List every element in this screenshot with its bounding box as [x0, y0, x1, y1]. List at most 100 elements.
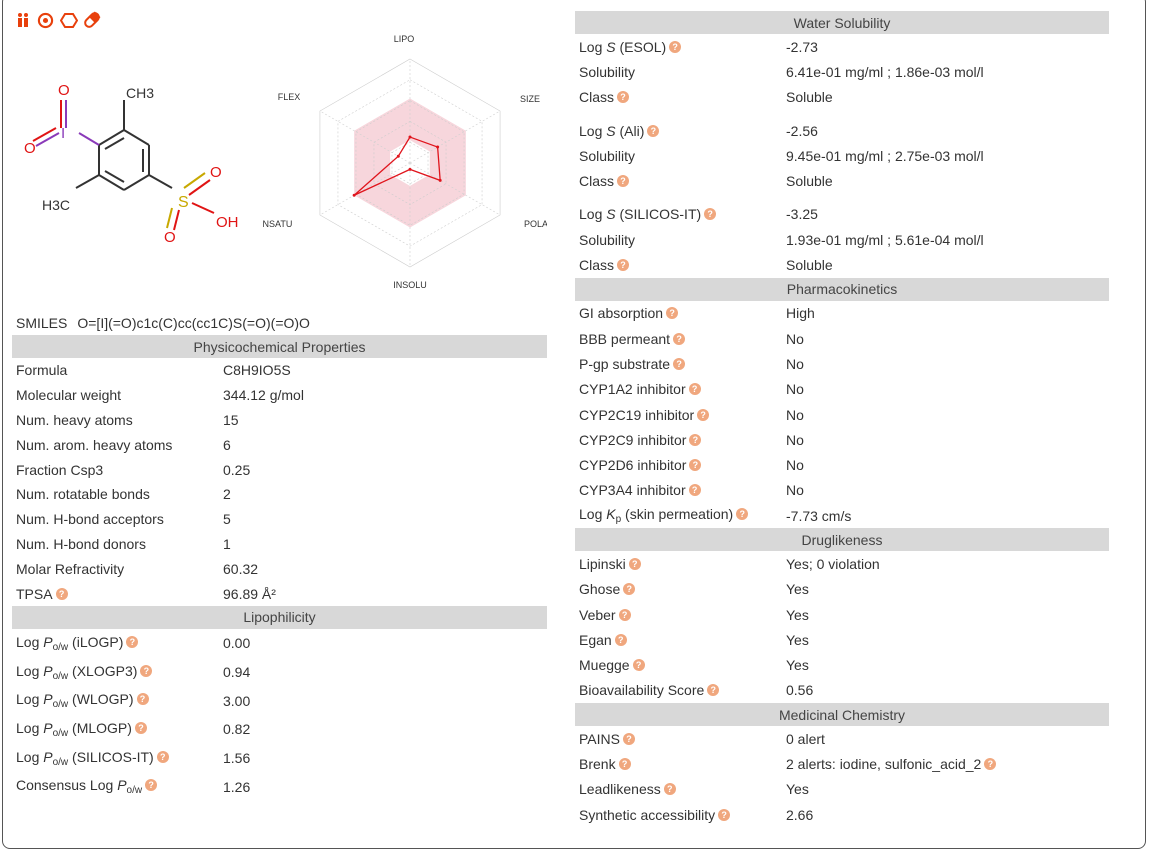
- help-icon[interactable]: ?: [704, 208, 717, 221]
- help-icon[interactable]: ?: [614, 633, 627, 646]
- property-name: Molecular weight: [16, 387, 122, 404]
- property-value: -3.25: [786, 206, 818, 223]
- help-icon[interactable]: ?: [632, 659, 645, 672]
- property-name: Egan?: [575, 627, 782, 652]
- solubility-row: Log S (Ali)? -2.56: [575, 118, 1109, 143]
- help-icon[interactable]: ?: [984, 758, 997, 771]
- property-name: Log S (ESOL)?: [575, 34, 782, 59]
- help-icon[interactable]: ?: [145, 779, 158, 792]
- solubility-row: Log S (ESOL)? -2.73: [575, 34, 1109, 59]
- help-icon[interactable]: ?: [134, 721, 147, 734]
- pk-row: P-gp substrate? No: [575, 351, 1109, 376]
- druglikeness-row: Muegge? Yes: [575, 653, 1109, 678]
- property-name: Num. H-bond donors: [16, 535, 146, 552]
- svg-text:O: O: [58, 82, 70, 99]
- property-value: 1.93e-01 mg/ml ; 5.61e-04 mol/l: [786, 231, 984, 248]
- physchem-row: Num. H-bond acceptors 5: [12, 507, 547, 532]
- property-name: Log Po/w (XLOGP3)?: [12, 658, 219, 687]
- help-icon[interactable]: ?: [617, 259, 630, 272]
- help-icon[interactable]: ?: [618, 758, 631, 771]
- right-properties-table: Water Solubility Log S (ESOL)? -2.73 Solubi…: [575, 11, 1109, 827]
- help-icon[interactable]: ?: [617, 175, 630, 188]
- radar-point: [408, 167, 412, 171]
- property-value: No: [786, 482, 804, 499]
- help-icon[interactable]: ?: [623, 583, 636, 596]
- help-icon[interactable]: ?: [663, 783, 676, 796]
- property-name: Num. rotatable bonds: [16, 486, 150, 503]
- solubility-row: Solubility 1.93e-01 mg/ml ; 5.61e-04 mol/…: [575, 227, 1109, 252]
- help-icon[interactable]: ?: [647, 124, 660, 137]
- help-icon[interactable]: ?: [697, 408, 710, 421]
- help-icon[interactable]: ?: [126, 635, 139, 648]
- help-icon[interactable]: ?: [673, 332, 686, 345]
- property-name: Log S (Ali)?: [575, 118, 782, 143]
- target-icon[interactable]: [36, 11, 55, 29]
- help-icon[interactable]: ?: [688, 383, 701, 396]
- property-value: Yes: [786, 631, 809, 648]
- property-value: 0.00: [223, 635, 251, 652]
- property-value: 1: [223, 535, 231, 552]
- property-value: No: [786, 406, 804, 423]
- svg-text:O: O: [24, 140, 36, 157]
- pk-row: BBB permeant? No: [575, 326, 1109, 351]
- help-icon[interactable]: ?: [617, 91, 630, 104]
- person-pair-icon[interactable]: [13, 11, 32, 29]
- lipophilicity-row: Log Po/w (iLOGP)? 0.00: [12, 629, 547, 658]
- help-icon[interactable]: ?: [688, 484, 701, 497]
- property-name: CYP3A4 inhibitor?: [575, 478, 782, 503]
- help-icon[interactable]: ?: [622, 732, 635, 745]
- help-icon[interactable]: ?: [618, 608, 631, 621]
- medicinal-chemistry-header: Medicinal Chemistry: [575, 703, 1109, 727]
- physchem-row: Molar Refractivity 60.32: [12, 556, 547, 581]
- help-icon[interactable]: ?: [707, 684, 720, 697]
- druglikeness-row: Egan? Yes: [575, 627, 1109, 652]
- druglikeness-header: Druglikeness: [575, 528, 1109, 552]
- pill-icon[interactable]: [82, 11, 101, 29]
- help-icon[interactable]: ?: [669, 40, 682, 53]
- radar-axis: [409, 162, 501, 216]
- help-icon[interactable]: ?: [689, 459, 702, 472]
- hexagon-icon[interactable]: [59, 11, 78, 29]
- pk-row: CYP3A4 inhibitor? No: [575, 478, 1109, 503]
- lipophilicity-row: Log Po/w (WLOGP)? 3.00: [12, 686, 547, 715]
- medchem-row: Leadlikeness? Yes: [575, 777, 1109, 802]
- help-icon[interactable]: ?: [718, 808, 731, 821]
- radar-point: [352, 193, 356, 197]
- property-value: 9.45e-01 mg/ml ; 2.75e-03 mol/l: [786, 147, 984, 164]
- property-name: CYP1A2 inhibitor?: [575, 377, 782, 402]
- property-name: Num. arom. heavy atoms: [16, 436, 173, 453]
- physchem-row: Formula C8H9IO5S: [12, 358, 547, 383]
- property-value: No: [786, 457, 804, 474]
- radar-label-polar: POLAR: [524, 219, 547, 229]
- smiles-line: SMILES O=[I](=O)c1c(C)cc(cc1C)S(=O)(=O)O: [16, 315, 310, 331]
- lipophilicity-row: Consensus Log Po/w? 1.26: [12, 772, 547, 801]
- help-icon[interactable]: ?: [156, 750, 169, 763]
- property-value: Yes: [786, 581, 809, 598]
- help-icon[interactable]: ?: [673, 357, 686, 370]
- property-name: Num. heavy atoms: [16, 411, 133, 428]
- pharmacokinetics-header: Pharmacokinetics: [575, 277, 1109, 301]
- property-value: No: [786, 381, 804, 398]
- help-icon[interactable]: ?: [140, 664, 153, 677]
- atom-s: S: [178, 194, 189, 211]
- property-value: 0 alert: [786, 730, 825, 747]
- help-icon[interactable]: ?: [666, 307, 679, 320]
- solubility-row: Class? Soluble: [575, 168, 1109, 193]
- property-name: CYP2D6 inhibitor?: [575, 452, 782, 477]
- help-icon[interactable]: ?: [55, 587, 68, 600]
- property-value: No: [786, 355, 804, 372]
- smiles-label: SMILES: [16, 315, 68, 331]
- left-properties-table: Physicochemical Properties Formula C8H9IO5…: [12, 335, 547, 801]
- help-icon[interactable]: ?: [736, 508, 749, 521]
- radar-label-flex: FLEX: [278, 92, 301, 102]
- medchem-row: Brenk? 2 alerts: iodine, sulfonic_acid_2?: [575, 751, 1109, 776]
- help-icon[interactable]: ?: [689, 433, 702, 446]
- property-name: Fraction Csp3: [16, 461, 104, 478]
- physchem-row: Num. arom. heavy atoms 6: [12, 432, 547, 457]
- property-value: 2.66: [786, 806, 814, 823]
- property-value: -2.73: [786, 38, 818, 55]
- help-icon[interactable]: ?: [628, 557, 641, 570]
- help-icon[interactable]: ?: [136, 693, 149, 706]
- physchem-row: TPSA? 96.89 Å²: [12, 581, 547, 606]
- radar-point: [408, 135, 412, 139]
